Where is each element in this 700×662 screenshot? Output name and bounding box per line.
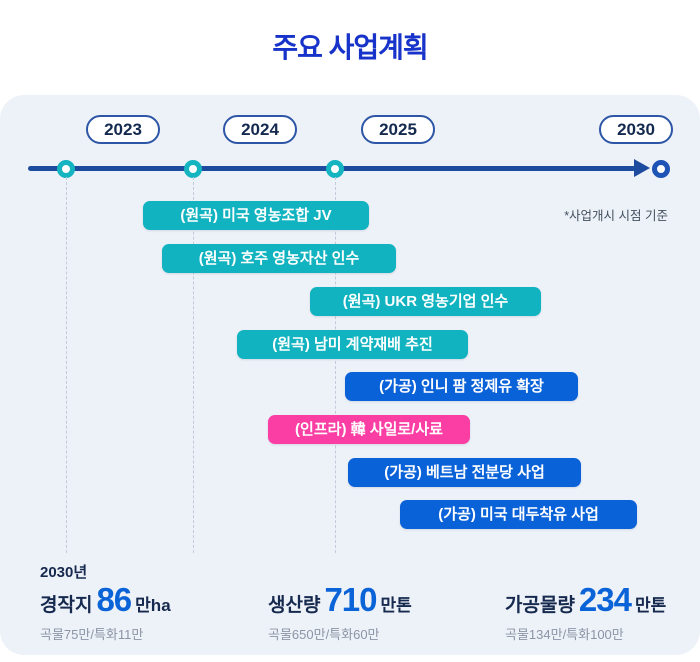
stat-unit: 만톤 <box>634 596 667 615</box>
stat-label: 경작지 <box>40 595 93 616</box>
year-pill-2030: 2030 <box>599 115 673 144</box>
timeline-node-2023 <box>57 159 75 178</box>
stat-production-volume: 생산량 710 만톤 곡물650만/특화60만 <box>268 581 412 643</box>
guide-line-2023 <box>66 177 67 553</box>
gantt-bar-us-farming-jv: (원곡) 미국 영농조합 JV <box>143 201 369 230</box>
stat-detail: 곡물134만/특화100만 <box>505 627 624 642</box>
year-pill-2024: 2024 <box>223 115 297 144</box>
stat-value: 234 <box>578 581 632 618</box>
stat-unit: 만ha <box>135 596 171 615</box>
gantt-bar-us-soybean-crushing: (가공) 미국 대두착유 사업 <box>400 500 637 529</box>
year-pill-2025: 2025 <box>361 115 435 144</box>
timeline-panel: 2023 2024 2025 2030 *사업개시 시점 기준 (원곡) 미국 … <box>0 95 700 655</box>
guide-line-2025 <box>335 177 336 553</box>
gantt-bar-south-america-contract: (원곡) 남미 계약재배 추진 <box>237 330 468 359</box>
footnote: *사업개시 시점 기준 <box>564 209 668 223</box>
stat-value: 710 <box>324 581 377 618</box>
gantt-bar-korea-silo-feed: (인프라) 韓 사일로/사료 <box>268 415 470 444</box>
gantt-bar-indonesia-palm-oil: (가공) 인니 팜 정제유 확장 <box>345 372 578 401</box>
page-title: 주요 사업계획 <box>272 32 428 63</box>
stat-cultivated-area: 경작지 86 만ha 곡물75만/특화11만 <box>40 581 171 643</box>
timeline-node-2025 <box>326 159 344 178</box>
timeline-node-2030 <box>652 159 670 178</box>
gantt-bar-vietnam-starch-sugar: (가공) 베트남 전분당 사업 <box>348 458 581 487</box>
stat-processing-volume: 가공물량 234 만톤 곡물134만/특화100만 <box>505 581 666 643</box>
year-pill-2023: 2023 <box>86 115 160 144</box>
timeline-arrowhead-icon <box>634 159 650 177</box>
stats-year-label: 2030년 <box>40 564 88 581</box>
stat-unit: 만톤 <box>380 596 412 615</box>
gantt-bar-ukr-acquisition: (원곡) UKR 영농기업 인수 <box>310 287 541 316</box>
stat-label: 생산량 <box>268 595 321 616</box>
stat-label: 가공물량 <box>505 595 575 616</box>
stat-detail: 곡물75만/특화11만 <box>40 627 144 642</box>
stat-detail: 곡물650만/특화60만 <box>268 627 380 642</box>
guide-line-2024 <box>193 177 194 553</box>
timeline-node-2024 <box>184 159 202 178</box>
stat-value: 86 <box>96 581 132 618</box>
gantt-bar-australia-assets: (원곡) 호주 영농자산 인수 <box>162 244 396 273</box>
